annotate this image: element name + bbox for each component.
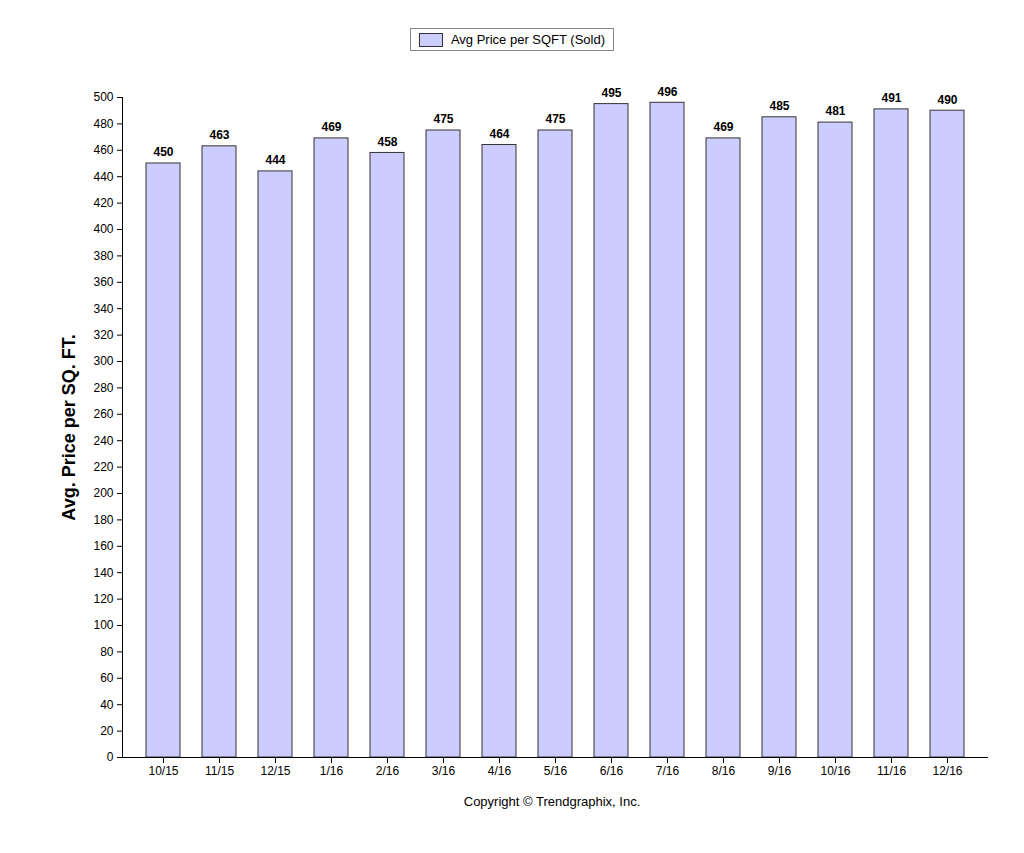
svg-text:360: 360	[93, 275, 113, 289]
svg-text:444: 444	[265, 153, 285, 167]
svg-text:2/16: 2/16	[376, 764, 400, 778]
svg-text:60: 60	[100, 671, 114, 685]
svg-text:80: 80	[100, 645, 114, 659]
svg-text:280: 280	[93, 381, 113, 395]
svg-text:460: 460	[93, 143, 113, 157]
svg-text:469: 469	[321, 120, 341, 134]
svg-text:0: 0	[107, 750, 114, 764]
svg-text:475: 475	[545, 112, 565, 126]
svg-text:120: 120	[93, 592, 113, 606]
svg-text:400: 400	[93, 222, 113, 236]
svg-text:380: 380	[93, 249, 113, 263]
svg-text:4/16: 4/16	[488, 764, 512, 778]
svg-text:3/16: 3/16	[432, 764, 456, 778]
svg-text:12/15: 12/15	[260, 764, 290, 778]
svg-text:480: 480	[93, 117, 113, 131]
svg-text:20: 20	[100, 724, 114, 738]
svg-text:340: 340	[93, 302, 113, 316]
svg-text:7/16: 7/16	[656, 764, 680, 778]
svg-text:10/16: 10/16	[820, 764, 850, 778]
svg-text:300: 300	[93, 354, 113, 368]
svg-text:491: 491	[881, 91, 901, 105]
svg-text:464: 464	[489, 127, 509, 141]
svg-text:485: 485	[769, 99, 789, 113]
svg-text:500: 500	[93, 90, 113, 104]
svg-text:180: 180	[93, 513, 113, 527]
svg-text:5/16: 5/16	[544, 764, 568, 778]
svg-text:440: 440	[93, 170, 113, 184]
svg-text:12/16: 12/16	[932, 764, 962, 778]
svg-text:463: 463	[209, 128, 229, 142]
svg-text:10/15: 10/15	[148, 764, 178, 778]
svg-text:1/16: 1/16	[320, 764, 344, 778]
svg-text:Avg. Price per SQ. FT.: Avg. Price per SQ. FT.	[59, 334, 79, 520]
html-text:Avg Price per SQFT (Sold): Avg Price per SQFT (Sold)	[450, 32, 606, 47]
svg-text:220: 220	[93, 460, 113, 474]
svg-text:6/16: 6/16	[600, 764, 624, 778]
svg-text:200: 200	[93, 486, 113, 500]
svg-text:475: 475	[433, 112, 453, 126]
svg-text:160: 160	[93, 539, 113, 553]
svg-text:469: 469	[713, 120, 733, 134]
svg-text:481: 481	[825, 104, 845, 118]
svg-text:100: 100	[93, 618, 113, 632]
svg-text:450: 450	[153, 145, 173, 159]
html-text:Copyright © Trendgraphix, Inc.: Copyright © Trendgraphix, Inc.	[463, 794, 641, 809]
svg-text:458: 458	[377, 135, 397, 149]
svg-text:496: 496	[657, 85, 677, 99]
svg-text:240: 240	[93, 434, 113, 448]
svg-text:8/16: 8/16	[712, 764, 736, 778]
svg-text:40: 40	[100, 698, 114, 712]
svg-text:420: 420	[93, 196, 113, 210]
svg-text:490: 490	[937, 93, 957, 107]
svg-text:9/16: 9/16	[768, 764, 792, 778]
svg-text:260: 260	[93, 407, 113, 421]
svg-text:140: 140	[93, 566, 113, 580]
svg-text:495: 495	[601, 86, 621, 100]
svg-text:11/16: 11/16	[877, 764, 906, 778]
svg-text:11/15: 11/15	[205, 764, 234, 778]
svg-text:320: 320	[93, 328, 113, 342]
